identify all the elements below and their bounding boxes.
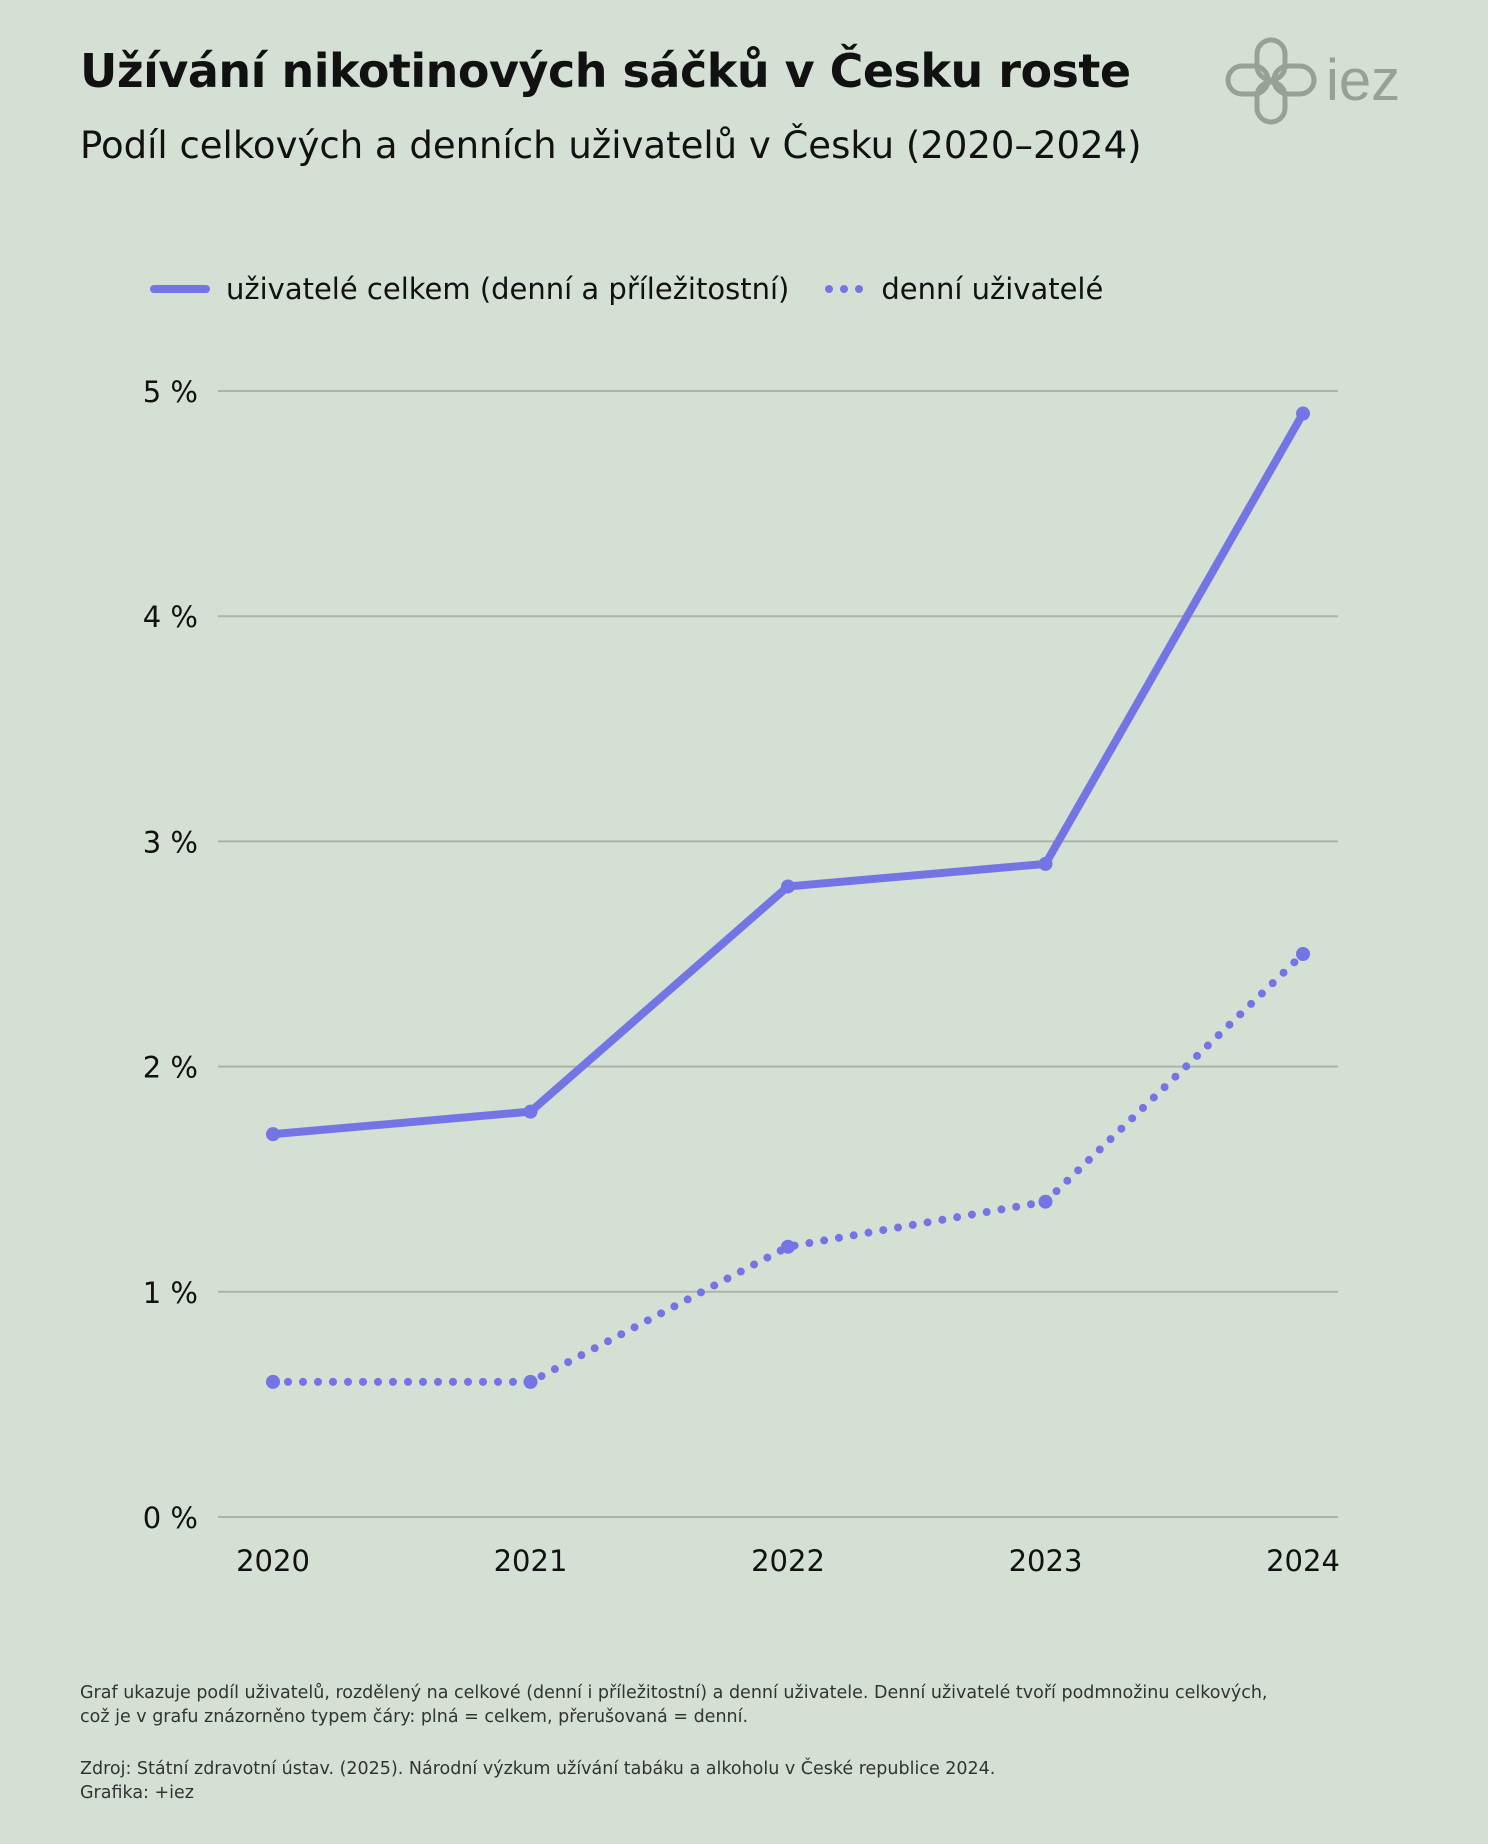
y-tick-label: 0 % [143, 1501, 198, 1535]
series-line-solid [269, 409, 1307, 1139]
footnote-description: Graf ukazuje podíl uživatelů, rozdělený … [80, 1681, 1268, 1729]
legend-swatch-dotted [825, 285, 866, 293]
data-point [1038, 856, 1053, 871]
data-point [1296, 406, 1310, 421]
data-point [781, 879, 795, 894]
grid-lines [218, 390, 1338, 1518]
y-tick-label: 3 % [143, 825, 198, 859]
legend-label-daily: denní uživatelé [881, 272, 1104, 306]
logo-text: iez [1326, 48, 1400, 113]
series-total [266, 406, 1310, 1142]
data-point [1296, 947, 1310, 961]
x-tick-label: 2021 [494, 1544, 568, 1578]
logo-bottom-lobe [1254, 79, 1288, 125]
y-tick-label: 5 % [143, 375, 198, 409]
data-point [523, 1374, 538, 1389]
legend-swatch-solid [150, 285, 210, 293]
legend-item-daily: denní uživatelé [825, 272, 1103, 306]
y-tick-label: 2 % [143, 1051, 198, 1085]
data-point [1038, 1194, 1053, 1209]
chart-title: Užívání nikotinových sáčků v Česku roste [80, 44, 1131, 98]
legend-label-total: uživatelé celkem (denní a příležitostní) [226, 272, 790, 306]
line-chart: 0 % 1 % 2 % 3 % 4 % 5 % 2020 2021 2022 2023 2024 [143, 375, 1340, 1578]
legend: uživatelé celkem (denní a příležitostní)… [150, 272, 1139, 306]
series [266, 406, 1310, 1389]
x-tick-label: 2023 [1009, 1544, 1083, 1578]
logo-left-lobe [1225, 63, 1271, 97]
logo-right-lobe [1271, 63, 1317, 97]
footnote-credit: Grafika: +iez [80, 1783, 194, 1803]
y-tick-label: 4 % [143, 600, 198, 634]
chart-subtitle: Podíl celkových a denních uživatelů v Če… [80, 124, 1142, 167]
x-axis-ticks: 2020 2021 2022 2023 2024 [236, 1544, 1340, 1578]
x-tick-label: 2024 [1266, 1544, 1340, 1578]
iez-logo: iez [1225, 37, 1400, 125]
footnote-source: Zdroj: Státní zdravotní ústav. (2025). N… [80, 1759, 996, 1779]
logo-top-lobe [1254, 37, 1288, 83]
legend-item-total: uživatelé celkem (denní a příležitostní) [150, 272, 789, 306]
series-daily [266, 947, 1310, 1389]
footnote-line: což je v grafu znázorněno typem čáry: pl… [80, 1707, 749, 1727]
footnote-source-block: Zdroj: Státní zdravotní ústav. (2025). N… [80, 1757, 1268, 1805]
footnote-line: Graf ukazuje podíl uživatelů, rozdělený … [80, 1683, 1268, 1703]
data-point [266, 1374, 280, 1389]
data-point [266, 1127, 280, 1142]
data-point [523, 1104, 538, 1119]
footnote: Graf ukazuje podíl uživatelů, rozdělený … [80, 1681, 1268, 1833]
data-point [781, 1239, 795, 1254]
series-line-dotted [269, 950, 1307, 1386]
y-tick-label: 1 % [143, 1276, 198, 1310]
x-tick-label: 2020 [236, 1544, 310, 1578]
y-axis-ticks: 0 % 1 % 2 % 3 % 4 % 5 % [143, 375, 198, 1535]
x-tick-label: 2022 [751, 1544, 825, 1578]
